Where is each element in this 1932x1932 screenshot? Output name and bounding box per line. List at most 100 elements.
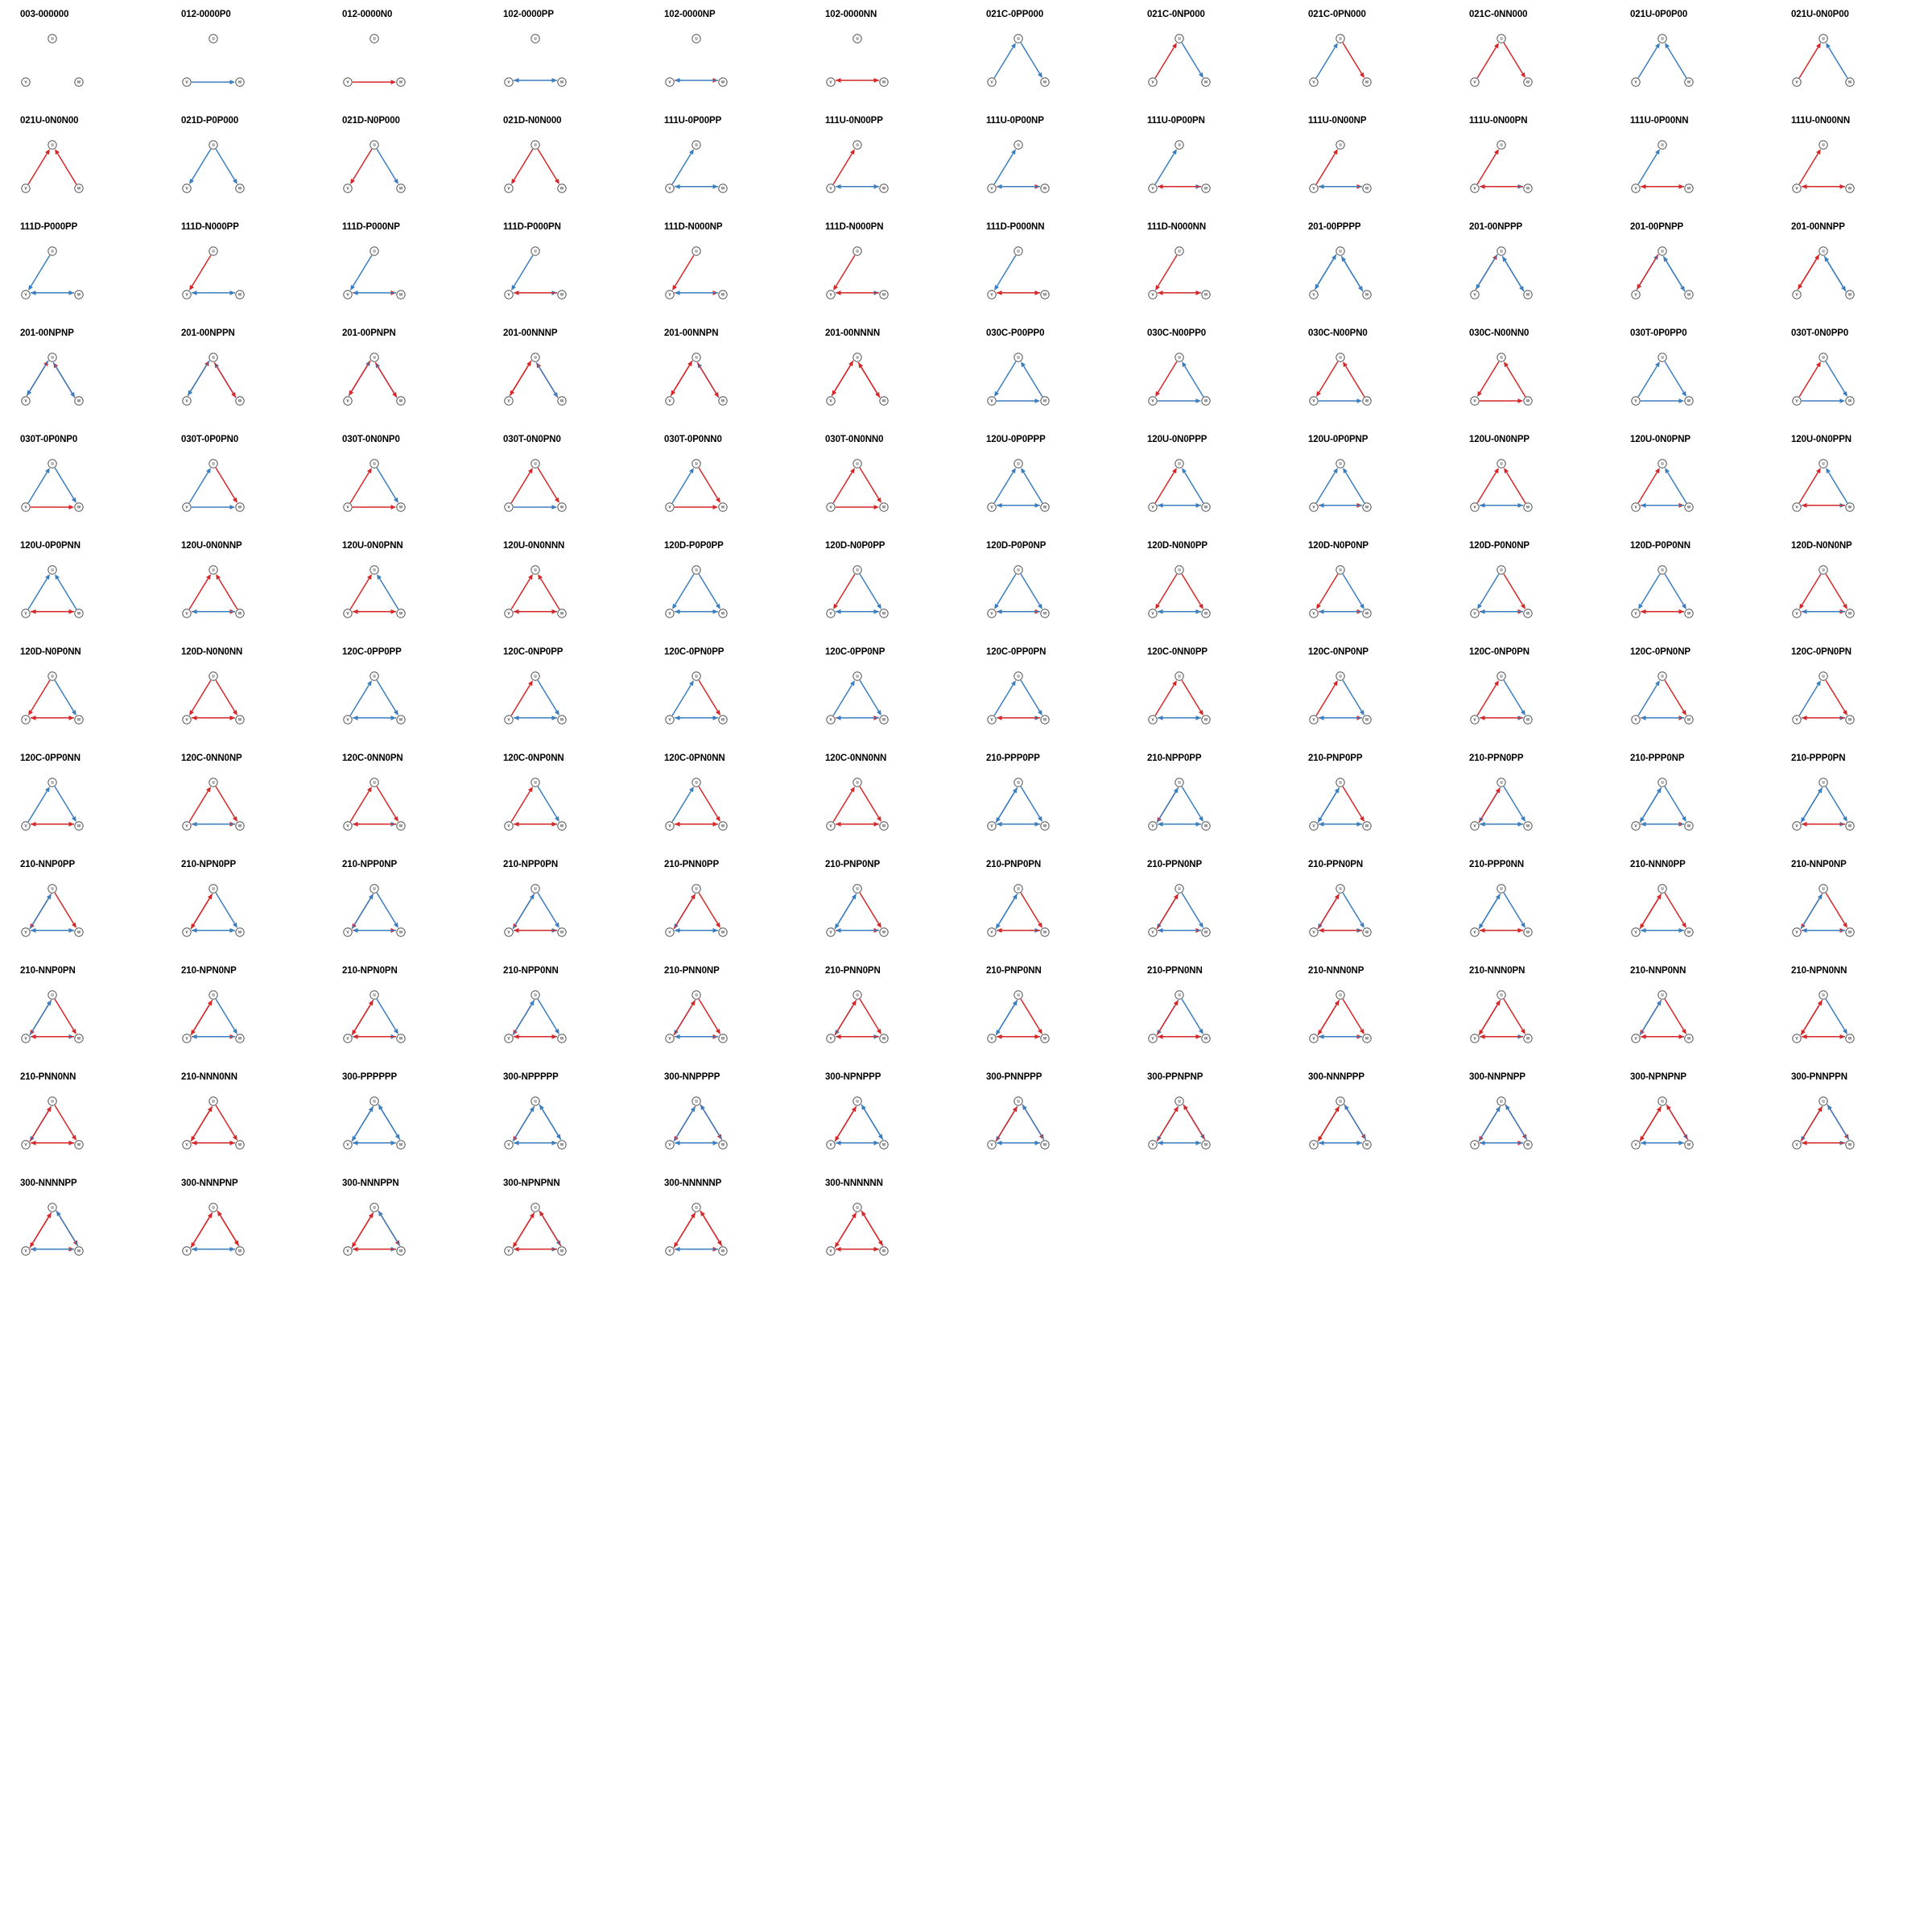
svg-text:u: u [695,1099,697,1104]
svg-text:v: v [1313,824,1315,828]
triad-cell: 111D-N000PN u v w [805,213,966,319]
triad-cell: 210-PNN0PN u v w [805,956,966,1063]
svg-text:u: u [1500,461,1502,466]
svg-text:w: w [1364,186,1369,191]
svg-text:v: v [1635,505,1637,510]
triad-cell: 030C-P00PP0 u v w [966,319,1127,425]
triad-diagram: u v w [1631,246,1694,299]
svg-text:w: w [398,398,403,403]
svg-text:v: v [669,1249,671,1253]
svg-text:u: u [1500,993,1502,997]
triad-diagram: u v w [21,34,84,87]
triad-diagram: u v w [987,990,1050,1043]
svg-text:w: w [1686,186,1691,191]
triad-cell: 030C-N00NN0 u v w [1449,319,1610,425]
triad-cell: 120U-0N0NNN u v w [483,531,644,638]
svg-text:u: u [856,1205,858,1210]
triad-label: 120U-0P0PNN [20,541,80,551]
triad-label: 030C-N00NN0 [1469,328,1530,338]
triad-diagram: u v w [1470,990,1533,1043]
svg-text:u: u [212,142,214,147]
svg-text:u: u [1661,249,1663,254]
svg-text:v: v [830,398,832,403]
svg-text:v: v [347,505,349,510]
triad-diagram: u v w [987,140,1050,193]
svg-text:v: v [991,398,993,403]
triad-diagram: u v w [21,884,84,937]
svg-text:w: w [881,398,886,403]
svg-text:v: v [508,930,510,935]
svg-text:w: w [720,186,725,191]
triad-diagram: u v w [1309,353,1372,406]
svg-text:w: w [1364,505,1369,510]
svg-text:u: u [212,993,214,997]
svg-text:v: v [1313,398,1315,403]
triad-diagram: u v w [21,353,84,406]
svg-text:u: u [1017,1099,1019,1104]
svg-text:u: u [1178,36,1180,41]
svg-text:u: u [212,36,214,41]
svg-text:v: v [1635,930,1637,935]
svg-text:w: w [881,186,886,191]
triad-cell: 201-00PPPP u v w [1288,213,1449,319]
triad-label: 120C-0PN0PN [1791,647,1852,657]
triad-cell: 210-PNN0NP u v w [644,956,805,1063]
svg-text:v: v [830,611,832,616]
triad-diagram: u v w [1631,778,1694,831]
triad-cell: 021C-0NP000 u v w [1127,0,1288,106]
triad-diagram: u v w [343,140,406,193]
svg-text:u: u [1339,36,1341,41]
triad-label: 030C-P00PP0 [986,328,1045,338]
svg-text:v: v [669,930,671,935]
svg-text:u: u [695,355,697,360]
svg-text:w: w [237,80,242,85]
triad-cell: 210-PPN0NP u v w [1127,850,1288,956]
triad-diagram: u v w [987,1096,1050,1150]
triad-cell: 210-NNP0NP u v w [1771,850,1932,956]
svg-text:w: w [559,292,564,297]
svg-text:v: v [186,398,188,403]
triad-diagram: u v w [665,565,728,618]
triad-diagram: u v w [665,884,728,937]
triad-label: 210-NNN0NP [1308,966,1364,976]
svg-text:u: u [51,674,53,679]
triad-diagram: u v w [1470,246,1533,299]
triad-label: 300-PNNPPN [1791,1072,1847,1082]
triad-cell: 120C-0NP0PP u v w [483,638,644,744]
triad-cell: 210-PPN0PN u v w [1288,850,1449,956]
svg-text:w: w [1525,930,1530,935]
triad-diagram: u v w [826,671,889,724]
svg-text:w: w [1847,398,1852,403]
triad-diagram: u v w [1470,353,1533,406]
triad-diagram: u v w [826,990,889,1043]
svg-text:w: w [1525,611,1530,616]
svg-text:v: v [991,611,993,616]
svg-text:w: w [559,398,564,403]
triad-cell: 030T-0P0NP0 u v w [0,425,161,531]
svg-text:w: w [1042,717,1047,722]
svg-text:u: u [1500,568,1502,572]
svg-text:v: v [508,824,510,828]
triad-label: 021U-0N0N00 [20,116,79,126]
triad-label: 111D-P000NN [986,222,1045,232]
svg-text:u: u [51,886,53,891]
triad-label: 210-PNP0PP [1308,753,1363,763]
triad-label: 120C-0PP0PN [986,647,1046,657]
svg-text:v: v [25,1249,27,1253]
svg-text:v: v [991,292,993,297]
triad-label: 210-PNP0PN [986,860,1042,869]
svg-text:u: u [1500,674,1502,679]
triad-cell: 021C-0PP000 u v w [966,0,1127,106]
svg-text:w: w [1847,824,1852,828]
svg-text:v: v [186,717,188,722]
svg-text:w: w [1364,1036,1369,1041]
svg-text:u: u [534,993,536,997]
svg-text:v: v [508,186,510,191]
triad-diagram: u v w [1309,459,1372,512]
triad-diagram: u v w [826,884,889,937]
triad-label: 030T-0N0PP0 [1791,328,1849,338]
triad-cell: 120C-0PP0PN u v w [966,638,1127,744]
triad-label: 120C-0PP0PP [342,647,402,657]
svg-text:u: u [212,886,214,891]
triad-cell: 120C-0NP0NN u v w [483,744,644,850]
